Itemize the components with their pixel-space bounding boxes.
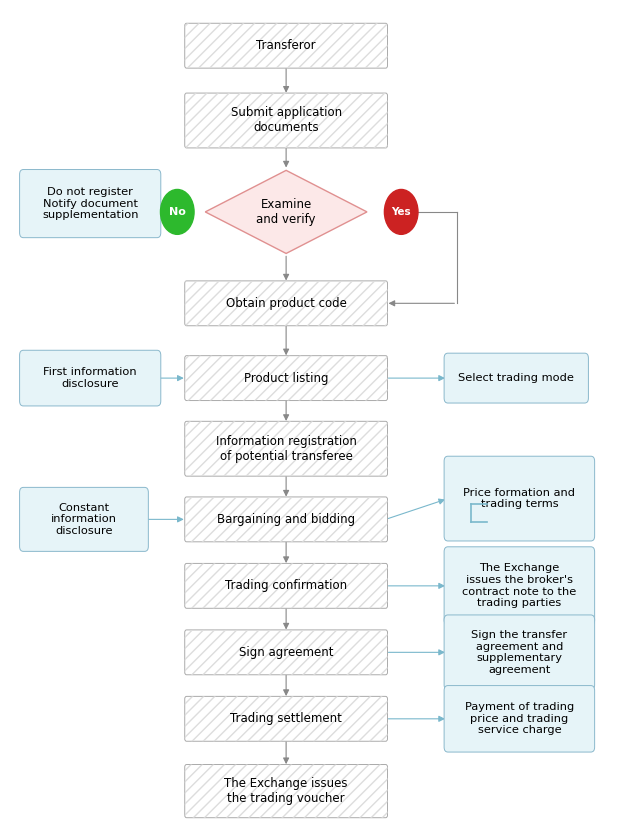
FancyBboxPatch shape	[185, 23, 388, 68]
Text: Payment of trading
price and trading
service charge: Payment of trading price and trading ser…	[465, 702, 574, 735]
FancyBboxPatch shape	[444, 686, 595, 752]
FancyBboxPatch shape	[444, 547, 595, 625]
Polygon shape	[205, 170, 367, 253]
FancyBboxPatch shape	[444, 456, 595, 541]
Text: Sign the transfer
agreement and
supplementary
agreement: Sign the transfer agreement and suppleme…	[471, 630, 567, 675]
Text: Examine
and verify: Examine and verify	[256, 198, 316, 226]
Circle shape	[384, 189, 418, 234]
Text: Information registration
of potential transferee: Information registration of potential tr…	[216, 435, 356, 463]
Text: Sign agreement: Sign agreement	[239, 646, 333, 659]
Text: Product listing: Product listing	[244, 371, 328, 385]
Text: Submit application
documents: Submit application documents	[231, 106, 341, 135]
Text: Trading settlement: Trading settlement	[230, 712, 342, 725]
Circle shape	[160, 189, 194, 234]
FancyBboxPatch shape	[444, 615, 595, 690]
FancyBboxPatch shape	[444, 353, 588, 403]
Text: Do not register
Notify document
supplementation: Do not register Notify document suppleme…	[42, 187, 139, 220]
FancyBboxPatch shape	[185, 497, 388, 542]
FancyBboxPatch shape	[19, 351, 160, 406]
Text: The Exchange issues
the trading voucher: The Exchange issues the trading voucher	[225, 777, 348, 805]
FancyBboxPatch shape	[185, 421, 388, 476]
FancyBboxPatch shape	[20, 487, 149, 552]
Text: Constant
information
disclosure: Constant information disclosure	[51, 503, 117, 536]
FancyBboxPatch shape	[185, 563, 388, 608]
Text: Trading confirmation: Trading confirmation	[225, 579, 347, 593]
FancyBboxPatch shape	[185, 630, 388, 675]
Text: No: No	[169, 207, 186, 217]
FancyBboxPatch shape	[185, 93, 388, 148]
FancyBboxPatch shape	[19, 170, 160, 238]
Text: Obtain product code: Obtain product code	[226, 297, 346, 310]
FancyBboxPatch shape	[185, 696, 388, 741]
FancyBboxPatch shape	[185, 356, 388, 401]
Text: Yes: Yes	[391, 207, 411, 217]
FancyBboxPatch shape	[185, 281, 388, 326]
Text: The Exchange
issues the broker's
contract note to the
trading parties: The Exchange issues the broker's contrac…	[462, 563, 577, 608]
Text: Transferor: Transferor	[256, 39, 316, 52]
Text: Price formation and
trading terms: Price formation and trading terms	[463, 488, 575, 509]
FancyBboxPatch shape	[185, 765, 388, 818]
Text: Bargaining and bidding: Bargaining and bidding	[217, 513, 355, 526]
Text: Select trading mode: Select trading mode	[458, 373, 574, 383]
Text: First information
disclosure: First information disclosure	[44, 367, 137, 389]
